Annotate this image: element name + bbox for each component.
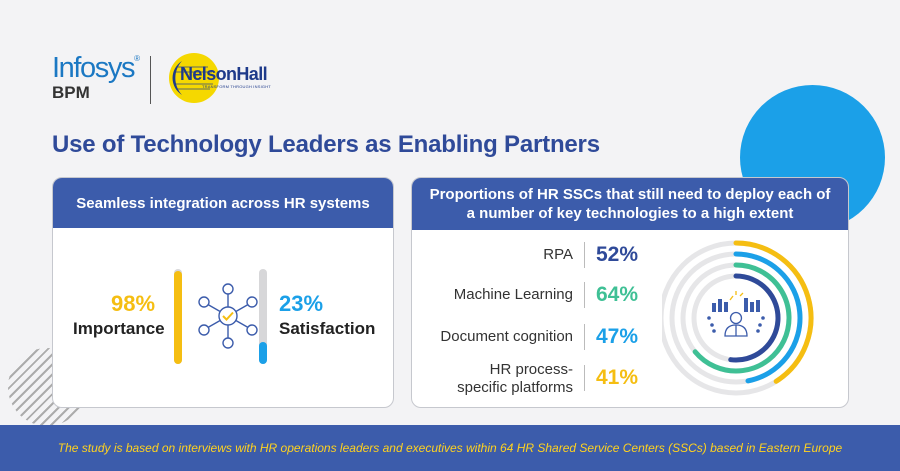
tech-value-document-cognition: 47% bbox=[596, 325, 639, 348]
infosys-logo: Infosys® bbox=[52, 52, 140, 84]
integration-card-header: Seamless integration across HR systems bbox=[53, 178, 393, 228]
footer-banner: The study is based on interviews with HR… bbox=[0, 425, 900, 471]
ring-arc-machine-learning bbox=[692, 262, 792, 374]
tech-value-hr-platforms: 41% bbox=[596, 366, 639, 389]
nelsonhall-logo-icon bbox=[169, 53, 219, 103]
importance-label: Importance bbox=[73, 319, 165, 338]
tech-label-document-cognition: Document cognition bbox=[440, 328, 573, 345]
nelsonhall-tagline: TRANSFORM THROUGH INSIGHT bbox=[202, 84, 271, 89]
importance-bar bbox=[174, 269, 182, 364]
satisfaction-bar bbox=[259, 269, 267, 364]
tech-separator bbox=[584, 324, 585, 350]
technology-card-header: Proportions of HR SSCs that still need t… bbox=[412, 178, 848, 230]
nelsonhall-wordmark: NelsonHall bbox=[180, 64, 268, 84]
analyst-chart-icon bbox=[707, 291, 765, 337]
hr-network-icon bbox=[198, 283, 258, 349]
tech-separator bbox=[584, 365, 585, 391]
importance-bar-fill bbox=[174, 270, 182, 364]
tech-value-rpa: 52% bbox=[596, 243, 639, 266]
tech-value-machine-learning: 64% bbox=[596, 283, 639, 306]
integration-card: Seamless integration across HR systems 9… bbox=[52, 177, 394, 408]
page-title: Use of Technology Leaders as Enabling Pa… bbox=[52, 131, 600, 158]
tech-label-machine-learning: Machine Learning bbox=[453, 286, 573, 303]
logo-divider bbox=[150, 56, 151, 104]
importance-value: 98% bbox=[111, 291, 156, 316]
footer-note: The study is based on interviews with HR… bbox=[57, 441, 843, 455]
technology-card: Proportions of HR SSCs that still need t… bbox=[411, 177, 849, 408]
technology-rings-chart bbox=[662, 240, 814, 396]
ring-arc-hr-process-specific-platforms bbox=[733, 240, 814, 384]
tech-label-hr-platforms: HR process-specific platforms bbox=[457, 361, 573, 396]
ring-arc-document-cognition bbox=[733, 251, 803, 384]
satisfaction-value: 23% bbox=[279, 291, 324, 316]
ring-arc-rpa bbox=[728, 273, 781, 363]
satisfaction-label: Satisfaction bbox=[279, 319, 376, 338]
infosys-bpm-label: BPM bbox=[52, 83, 90, 102]
tech-label-rpa: RPA bbox=[543, 246, 573, 263]
tech-separator bbox=[584, 282, 585, 308]
satisfaction-bar-fill bbox=[259, 342, 267, 364]
tech-separator bbox=[584, 242, 585, 268]
